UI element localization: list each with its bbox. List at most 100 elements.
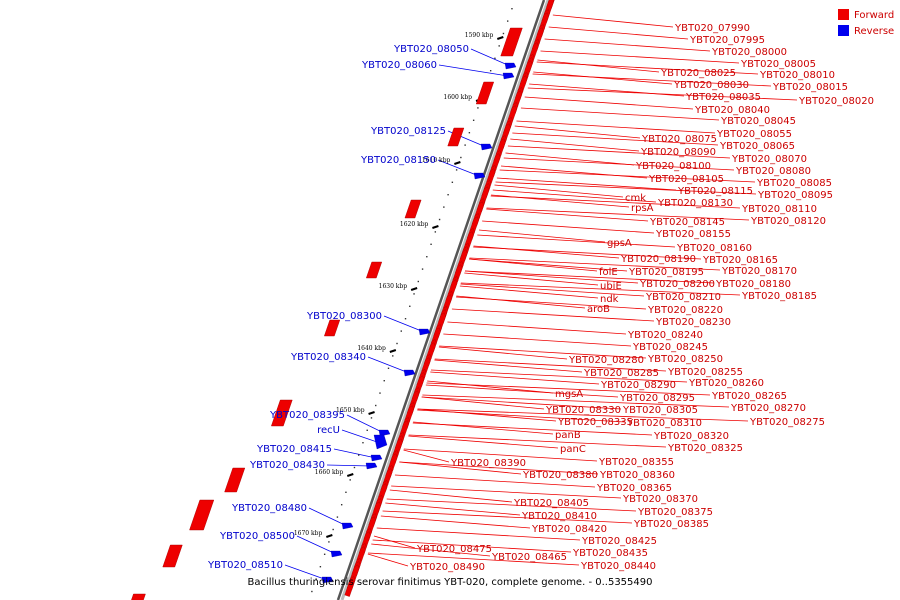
forward-gene-label: YBT020_08410 bbox=[521, 511, 597, 522]
forward-leader bbox=[399, 461, 599, 475]
reverse-gene-label: YBT020_08430 bbox=[249, 460, 325, 471]
forward-leader bbox=[464, 270, 715, 284]
track-dot bbox=[345, 491, 347, 493]
forward-gene-label: YBT020_08035 bbox=[685, 92, 761, 103]
forward-leader bbox=[494, 184, 624, 198]
forward-leader bbox=[422, 394, 730, 408]
tick-mark bbox=[496, 36, 504, 40]
forward-gene bbox=[500, 27, 523, 57]
forward-leader bbox=[464, 272, 599, 286]
forward-leader bbox=[503, 157, 735, 171]
forward-gene-label: YBT020_08380 bbox=[522, 470, 598, 481]
reverse-leader bbox=[470, 48, 511, 67]
forward-gene-label: panC bbox=[560, 444, 586, 455]
forward-gene-label: YBT020_08330 bbox=[545, 405, 621, 416]
track-dot bbox=[502, 32, 505, 35]
reverse-gene bbox=[403, 369, 416, 377]
tick-label: 1620 kbp bbox=[400, 221, 429, 228]
legend-reverse-swatch bbox=[838, 25, 849, 36]
track-dot bbox=[489, 70, 492, 72]
forward-gene-label: YBT020_08170 bbox=[721, 266, 797, 277]
forward-gene-label: YBT020_08065 bbox=[719, 141, 795, 152]
track-dot bbox=[375, 404, 377, 407]
forward-gene-label: YBT020_08030 bbox=[673, 80, 749, 91]
forward-leader bbox=[434, 359, 583, 373]
forward-leader bbox=[460, 282, 741, 296]
forward-leader bbox=[447, 321, 627, 335]
track-dot bbox=[417, 280, 420, 283]
forward-gene-label: YBT020_08475 bbox=[416, 544, 492, 555]
forward-gene-label: YBT020_08375 bbox=[637, 507, 713, 518]
tick-mark bbox=[410, 287, 418, 291]
forward-leader bbox=[552, 14, 674, 28]
forward-gene bbox=[189, 499, 215, 531]
forward-leader bbox=[425, 384, 619, 398]
track-dot bbox=[511, 8, 513, 10]
forward-gene bbox=[366, 261, 383, 279]
forward-leader bbox=[514, 125, 641, 139]
reverse-gene bbox=[502, 72, 515, 80]
track-dot bbox=[477, 107, 479, 109]
forward-leader bbox=[510, 138, 640, 152]
forward-gene-label: YBT020_08270 bbox=[730, 403, 806, 414]
reverse-leader bbox=[333, 448, 377, 459]
forward-gene-label: YBT020_08210 bbox=[645, 292, 721, 303]
forward-gene-label: YBT020_08390 bbox=[450, 458, 526, 469]
track-dot bbox=[323, 553, 326, 555]
axis-line bbox=[336, 0, 546, 600]
forward-leader bbox=[389, 489, 513, 503]
forward-gene-label: YBT020_08020 bbox=[798, 96, 874, 107]
forward-leader bbox=[524, 96, 694, 110]
forward-leader bbox=[373, 535, 416, 549]
forward-gene-label: YBT020_08305 bbox=[622, 405, 698, 416]
forward-gene-label: YBT020_08220 bbox=[647, 305, 723, 316]
reverse-gene bbox=[330, 550, 343, 558]
forward-leader bbox=[372, 539, 572, 553]
reverse-gene-label: YBT020_08060 bbox=[361, 60, 437, 71]
forward-gene bbox=[324, 319, 341, 337]
forward-gene-label: YBT020_08290 bbox=[600, 380, 676, 391]
forward-gene-label: ubiE bbox=[600, 281, 622, 292]
track-dot bbox=[498, 45, 500, 47]
forward-gene-label: folE bbox=[599, 267, 618, 278]
track-dot bbox=[472, 119, 475, 121]
forward-gene bbox=[127, 593, 146, 600]
kbp-ticks: 1590 kbp 1600 kbp 1610 kbp 1620 kbp 1630 kbp… bbox=[294, 32, 504, 538]
forward-leader bbox=[417, 408, 557, 422]
tick-mark bbox=[326, 534, 333, 538]
forward-gene-label: YBT020_08295 bbox=[619, 393, 695, 404]
forward-gene-label: YBT020_08255 bbox=[667, 367, 743, 378]
track-dot bbox=[349, 479, 351, 481]
forward-leader bbox=[469, 258, 628, 272]
forward-gene-label: YBT020_08260 bbox=[688, 378, 764, 389]
legend-forward-swatch bbox=[838, 9, 849, 20]
forward-leader bbox=[496, 177, 677, 191]
reverse-leader bbox=[341, 429, 381, 444]
forward-gene-label: YBT020_07995 bbox=[689, 35, 765, 46]
reverse-gene bbox=[473, 172, 486, 180]
track-dot bbox=[434, 231, 437, 233]
forward-leader bbox=[368, 552, 580, 566]
forward-leader bbox=[512, 132, 719, 146]
forward-gene-label: YBT020_08465 bbox=[491, 552, 567, 563]
forward-gene-label: YBT020_08120 bbox=[750, 216, 826, 227]
tick-dots bbox=[311, 8, 513, 593]
track-dot bbox=[430, 243, 432, 245]
track-dot bbox=[421, 268, 424, 270]
track-dot bbox=[340, 504, 343, 506]
forward-leader bbox=[464, 270, 639, 284]
forward-gene-label: YBT020_08440 bbox=[580, 561, 656, 572]
track-dot bbox=[366, 429, 368, 431]
forward-leader bbox=[412, 422, 653, 436]
tick-label: 1660 kbp bbox=[315, 469, 344, 476]
forward-leader bbox=[367, 553, 409, 567]
forward-gene-label: YBT020_08145 bbox=[649, 217, 725, 228]
reverse-genes bbox=[321, 62, 517, 584]
forward-gene-label: YBT020_08095 bbox=[757, 190, 833, 201]
forward-gene-label: panB bbox=[555, 430, 581, 441]
legend-reverse-label: Reverse bbox=[854, 26, 894, 37]
tick-label: 1630 kbp bbox=[379, 283, 408, 290]
forward-leader bbox=[492, 189, 657, 203]
forward-gene-label: YBT020_08075 bbox=[641, 134, 717, 145]
